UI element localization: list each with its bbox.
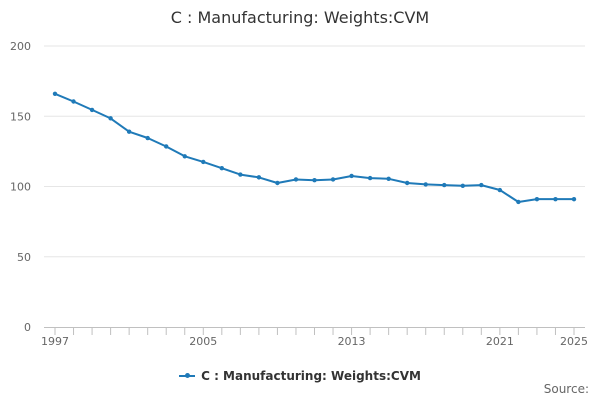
data-point-2002 bbox=[145, 135, 150, 141]
data-point-1997 bbox=[52, 91, 58, 96]
data-point-2006 bbox=[219, 166, 225, 171]
data-point-2025 bbox=[571, 196, 577, 202]
y-tick-label-50: 50 bbox=[17, 251, 31, 264]
data-point-2008 bbox=[256, 175, 262, 180]
data-point-2000 bbox=[108, 116, 113, 121]
data-point-2010 bbox=[293, 177, 299, 182]
data-point-2019 bbox=[460, 183, 465, 188]
y-tick-label-100: 100 bbox=[10, 181, 31, 194]
source-label: Source: bbox=[543, 382, 589, 396]
data-point-2017 bbox=[423, 182, 428, 187]
data-point-2014 bbox=[367, 175, 373, 181]
legend-item[interactable]: C : Manufacturing: Weights:CVM bbox=[179, 369, 421, 383]
data-point-2012 bbox=[330, 177, 336, 182]
data-point-2021 bbox=[497, 187, 503, 193]
y-axis-labels: 0 50 100 150 200 bbox=[10, 40, 31, 334]
data-point-2004 bbox=[182, 154, 187, 159]
data-point-2013 bbox=[349, 173, 354, 179]
y-tick-label-150: 150 bbox=[10, 110, 31, 123]
series-group bbox=[52, 91, 577, 205]
data-point-2015 bbox=[386, 176, 391, 181]
x-tick-label-2005: 2005 bbox=[189, 335, 217, 348]
data-point-2023 bbox=[534, 196, 540, 202]
x-tick-label-2013: 2013 bbox=[338, 335, 366, 348]
y-tick-label-0: 0 bbox=[24, 321, 31, 334]
data-point-2009 bbox=[275, 180, 280, 186]
data-point-2022 bbox=[516, 199, 521, 205]
data-point-2020 bbox=[479, 182, 484, 188]
data-point-1999 bbox=[89, 107, 95, 113]
y-tick-label-200: 200 bbox=[10, 40, 31, 53]
legend-line-marker-icon bbox=[179, 373, 196, 378]
data-point-2024 bbox=[553, 196, 558, 202]
data-point-2005 bbox=[201, 159, 206, 165]
x-tick-label-2025: 2025 bbox=[560, 335, 588, 348]
series-line bbox=[54, 92, 574, 203]
x-axis bbox=[44, 327, 585, 335]
data-point-2016 bbox=[404, 180, 410, 186]
data-point-2011 bbox=[312, 177, 317, 183]
data-point-2007 bbox=[238, 172, 243, 177]
x-tick-label-1997: 1997 bbox=[41, 335, 69, 348]
data-point-2003 bbox=[164, 144, 169, 149]
chart-title: C : Manufacturing: Weights:CVM bbox=[170, 8, 430, 27]
x-tick-label-2021: 2021 bbox=[486, 335, 514, 348]
x-axis-labels: 1997 2005 2013 2021 2025 bbox=[41, 335, 588, 348]
data-point-2001 bbox=[126, 129, 132, 134]
data-point-2018 bbox=[442, 182, 447, 188]
legend-label: C : Manufacturing: Weights:CVM bbox=[201, 369, 421, 383]
data-point-1998 bbox=[71, 99, 76, 104]
grid-lines bbox=[44, 45, 585, 258]
legend[interactable]: C : Manufacturing: Weights:CVM bbox=[0, 366, 600, 383]
